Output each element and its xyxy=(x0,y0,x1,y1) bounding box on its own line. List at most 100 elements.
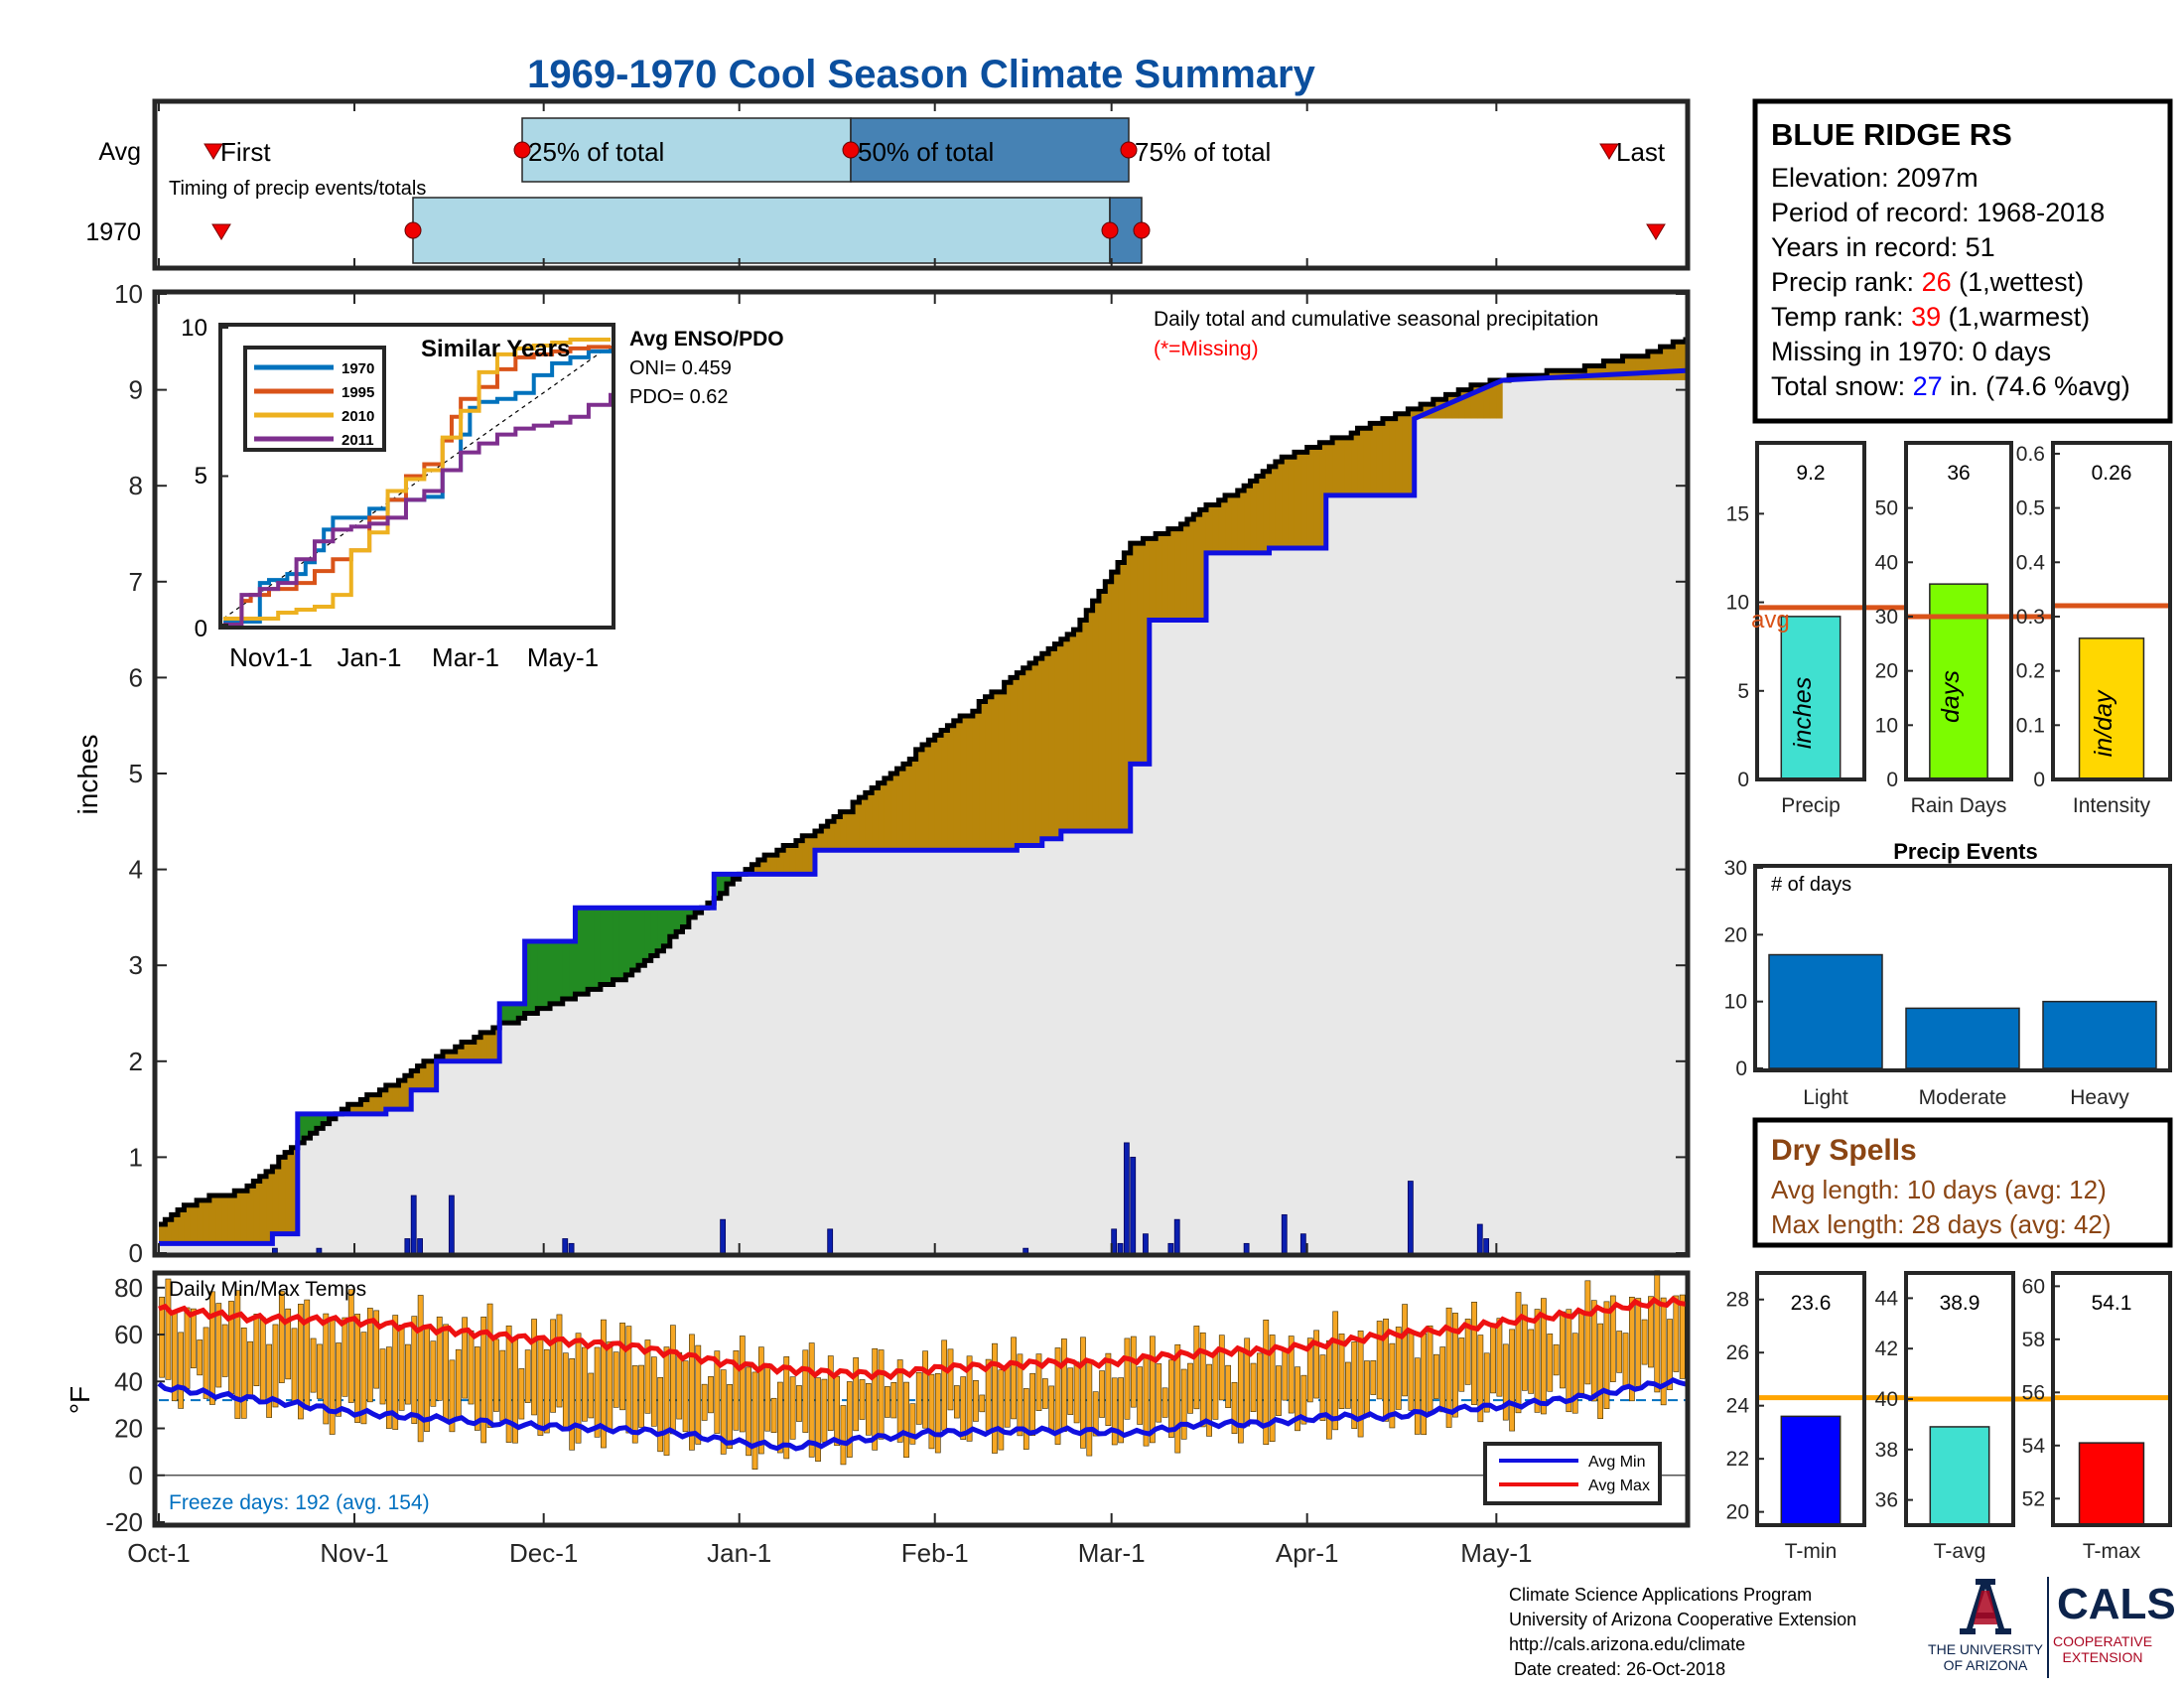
deficit-fill xyxy=(455,1047,463,1061)
surplus-fill xyxy=(297,1113,305,1143)
daily-temp-bar xyxy=(808,1342,815,1458)
daily-temp-bar xyxy=(1667,1319,1673,1391)
mini-ytick-label: 42 xyxy=(1875,1337,1898,1360)
figure-title: 1969-1970 Cool Season Climate Summary xyxy=(527,53,1315,96)
deficit-fill xyxy=(1338,437,1346,495)
deficit-fill xyxy=(859,797,867,851)
mini-chart-bar xyxy=(1929,1426,1990,1526)
daily-temp-bar xyxy=(827,1355,834,1431)
daily-temp-bar xyxy=(455,1348,462,1419)
deficit-fill xyxy=(1363,428,1371,495)
surplus-fill xyxy=(543,941,551,1009)
daily-temp-bar xyxy=(1547,1334,1554,1392)
deficit-fill xyxy=(480,1032,488,1061)
surplus-fill xyxy=(581,908,589,995)
surplus-fill xyxy=(657,908,665,951)
surplus-fill xyxy=(618,908,626,980)
deficit-fill xyxy=(1275,462,1283,548)
daily-temp-bar xyxy=(979,1394,986,1413)
daily-temp-bar xyxy=(1590,1300,1597,1402)
mini-chart-bar xyxy=(2078,637,2145,780)
coop-line-1: COOPERATIVE xyxy=(2053,1633,2152,1649)
mini-chart-avg-label: avg xyxy=(1751,607,1790,633)
daily-temp-bar xyxy=(802,1349,809,1433)
deficit-fill xyxy=(966,716,974,851)
mini-ytick-label: 20 xyxy=(1875,660,1898,683)
deficit-fill xyxy=(1635,355,1643,380)
deficit-fill xyxy=(190,1204,198,1244)
deficit-fill xyxy=(360,1099,368,1114)
date-tick-label: Nov-1 xyxy=(320,1538,388,1568)
mini-ytick-label: 0 xyxy=(1737,769,1749,791)
daily-temp-bar xyxy=(789,1376,796,1440)
station-precip-rank: Precip rank: 26 (1,wettest) xyxy=(1771,267,2084,297)
daily-temp-bar xyxy=(1603,1301,1610,1409)
daily-temp-bar xyxy=(499,1349,506,1422)
avg-75-marker xyxy=(1120,141,1138,159)
deficit-fill xyxy=(1250,481,1258,553)
daily-temp-bar xyxy=(582,1346,588,1422)
deficit-fill xyxy=(1130,543,1138,765)
deficit-fill xyxy=(1477,384,1485,419)
daily-temp-bar xyxy=(449,1359,456,1433)
temp-label: Daily Min/Max Temps xyxy=(169,1278,366,1301)
daily-temp-bar xyxy=(1433,1353,1439,1399)
daily-precip-bar xyxy=(316,1247,323,1254)
daily-temp-bar xyxy=(436,1316,443,1401)
mini-chart-bar xyxy=(1780,616,1842,780)
daily-temp-bar xyxy=(184,1307,191,1389)
daily-precip-bar xyxy=(1407,1181,1414,1254)
daily-temp-bar xyxy=(1048,1385,1055,1431)
daily-temp-bar xyxy=(764,1362,771,1432)
daily-temp-bar xyxy=(1086,1360,1093,1457)
daily-temp-bar xyxy=(1521,1304,1528,1391)
daily-temp-bar xyxy=(1351,1341,1358,1430)
daily-precip-bar xyxy=(827,1228,834,1254)
deficit-fill xyxy=(764,855,772,875)
deficit-fill xyxy=(1205,504,1213,553)
deficit-fill xyxy=(1029,662,1036,846)
daily-temp-bar xyxy=(159,1296,165,1378)
daily-temp-bar xyxy=(379,1348,386,1405)
mini-ytick-label: 30 xyxy=(1875,606,1898,629)
daily-temp-bar xyxy=(575,1333,582,1444)
event-bar-moderate xyxy=(1905,1007,2020,1069)
daily-temp-bar xyxy=(247,1340,253,1397)
deficit-fill xyxy=(896,769,904,851)
deficit-fill xyxy=(417,1065,425,1090)
avg-25-50-box xyxy=(521,117,852,183)
main-note: Daily total and cumulative seasonal prec… xyxy=(1154,308,1598,331)
deficit-fill xyxy=(960,716,968,851)
daily-precip-bar xyxy=(1476,1223,1483,1254)
deficit-fill xyxy=(486,1032,494,1061)
deficit-fill xyxy=(1004,682,1012,851)
ua-a-inner-icon xyxy=(1974,1591,1997,1624)
daily-temp-bar xyxy=(373,1310,380,1389)
deficit-fill xyxy=(1137,543,1145,765)
deficit-fill xyxy=(1041,653,1049,839)
mini-chart-frame xyxy=(1904,441,2013,781)
x-axis-date-ticks: Oct-1 Nov-1 Dec-1 Jan-1 Feb-1 Mar-1 Apr-1 May-1 xyxy=(127,101,1532,1568)
inset-marks xyxy=(220,327,613,627)
daily-temp-bar xyxy=(1325,1339,1332,1440)
mini-ytick-label: 0.6 xyxy=(2016,443,2045,466)
daily-temp-bar xyxy=(859,1379,866,1420)
deficit-fill xyxy=(922,745,929,851)
daily-temp-bar xyxy=(1383,1318,1389,1422)
daily-temp-bar xyxy=(866,1383,872,1436)
station-missing: Missing in 1970: 0 days xyxy=(1771,337,2051,366)
main-ytick-label: 2 xyxy=(129,1047,143,1076)
daily-temp-bar xyxy=(1161,1387,1168,1418)
deficit-fill xyxy=(827,821,835,851)
surplus-fill xyxy=(569,941,577,1000)
inset-legend: 1970 1995 2010 2011 xyxy=(243,346,386,452)
mini-chart-value: 0.26 xyxy=(2092,462,2132,485)
surplus-fill xyxy=(588,908,596,990)
daily-temp-bar xyxy=(657,1376,664,1453)
deficit-fill xyxy=(1156,533,1163,621)
daily-temp-bar xyxy=(1560,1311,1566,1389)
deficit-fill xyxy=(1660,347,1668,380)
deficit-fill xyxy=(947,725,955,851)
daily-temp-bar xyxy=(885,1386,890,1418)
